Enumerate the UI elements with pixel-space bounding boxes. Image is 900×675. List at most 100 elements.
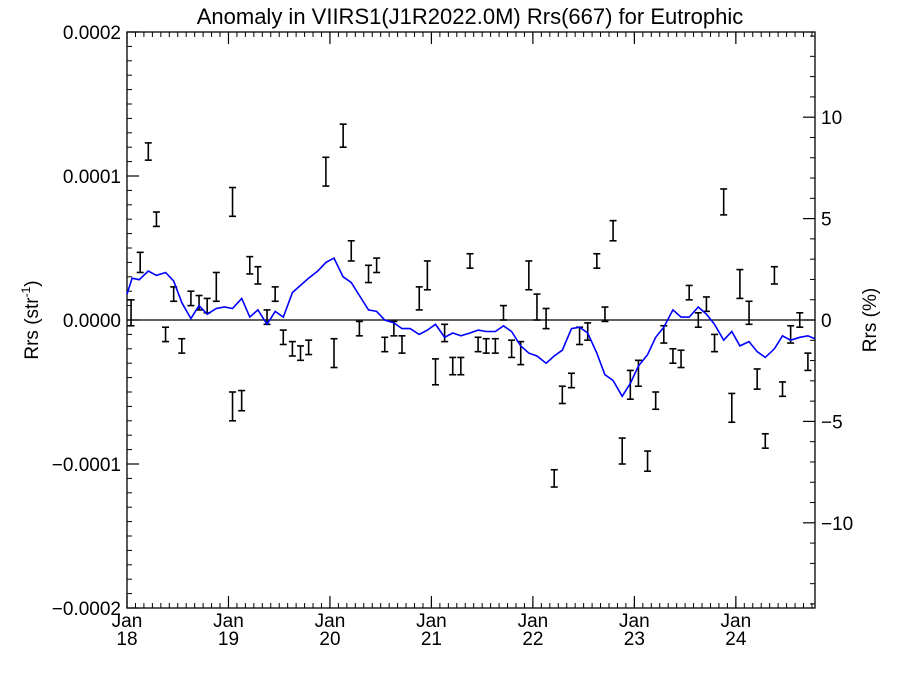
error-bar	[796, 311, 804, 329]
error-bar	[550, 468, 558, 488]
error-bar	[449, 356, 457, 376]
x-tick-year-label: 18	[116, 629, 137, 650]
error-bar	[499, 304, 507, 321]
error-bar	[431, 358, 439, 386]
right-tick-label: −10	[821, 514, 853, 535]
error-bar	[804, 352, 812, 372]
error-bar	[618, 437, 626, 465]
error-bar	[279, 329, 287, 346]
x-tick-month-label: Jan	[416, 611, 447, 632]
error-bar	[685, 284, 693, 301]
error-bar	[297, 345, 305, 362]
error-bar	[457, 356, 465, 376]
error-bar	[178, 337, 186, 354]
right-tick-label: −5	[821, 412, 843, 433]
error-bar	[508, 339, 516, 359]
error-bar	[728, 392, 736, 424]
x-tick-month-label: Jan	[518, 611, 549, 632]
chart-title: Anomaly in VIIRS1(J1R2022.0M) Rrs(667) f…	[197, 4, 744, 29]
left-axis-tick-labels: 0.0002 0.0001 0.0000 −0.0001 −0.0002	[52, 23, 121, 620]
error-bar	[254, 265, 262, 285]
x-tick-year-label: 20	[319, 629, 340, 650]
error-bar	[152, 211, 160, 228]
error-bar	[305, 339, 313, 356]
x-tick-month-label: Jan	[315, 611, 346, 632]
error-bar	[187, 290, 195, 307]
error-bar	[702, 296, 710, 313]
x-tick-month-label: Jan	[721, 611, 752, 632]
error-bar-series	[127, 123, 812, 488]
error-bar	[669, 347, 677, 365]
error-bar	[474, 336, 482, 353]
x-tick-year-label: 19	[218, 629, 239, 650]
error-bar	[770, 265, 778, 285]
right-tick-label: 10	[821, 108, 842, 129]
error-bar	[694, 311, 702, 329]
error-bar	[381, 336, 389, 353]
tick-marks	[126, 31, 815, 609]
error-bar	[609, 219, 617, 242]
error-bar	[263, 309, 271, 326]
x-tick-year-label: 23	[624, 629, 645, 650]
error-bar	[127, 299, 135, 327]
x-tick-year-label: 24	[725, 629, 747, 650]
error-bar	[322, 156, 330, 187]
left-tick-label: 0.0002	[63, 23, 121, 44]
error-bar	[162, 326, 170, 343]
error-bar	[423, 260, 431, 291]
x-tick-year-label: 22	[522, 629, 543, 650]
error-bar	[593, 252, 601, 269]
error-bar	[415, 286, 423, 311]
error-bar	[482, 337, 490, 354]
error-bar	[601, 306, 609, 323]
right-tick-label: 0	[821, 311, 832, 332]
error-bar	[229, 391, 237, 422]
left-tick-label: 0.0001	[63, 167, 121, 188]
x-tick-month-label: Jan	[619, 611, 650, 632]
error-bar	[491, 337, 499, 354]
error-bar	[330, 337, 338, 369]
error-bar	[779, 381, 787, 398]
right-axis-tick-labels: 10 5 0 −5 −10	[821, 108, 853, 535]
error-bar	[634, 359, 642, 388]
right-tick-label: 5	[821, 210, 832, 231]
x-tick-month-label: Jan	[213, 611, 244, 632]
left-axis-label: Rrs (str-1)	[19, 280, 43, 359]
trend-line	[126, 257, 816, 398]
error-bar	[212, 271, 220, 303]
error-bar	[567, 372, 575, 389]
error-bar	[652, 391, 660, 411]
error-bar	[736, 268, 744, 300]
error-bar	[339, 123, 347, 148]
error-bar	[745, 300, 753, 326]
error-bar	[558, 385, 566, 405]
error-bar	[271, 286, 279, 303]
error-bar	[144, 142, 152, 161]
error-bar	[355, 320, 363, 337]
error-bar	[533, 293, 541, 321]
left-tick-label: −0.0001	[52, 455, 121, 476]
error-bar	[711, 333, 719, 353]
error-bar	[398, 335, 406, 354]
x-tick-month-label: Jan	[112, 611, 143, 632]
error-bar	[441, 323, 449, 343]
left-tick-label: −0.0002	[52, 599, 121, 620]
left-tick-label: 0.0000	[63, 311, 121, 332]
error-bar	[720, 188, 728, 216]
error-bar	[238, 389, 246, 412]
error-bar	[373, 257, 381, 274]
error-bar	[229, 186, 237, 218]
error-bar	[753, 368, 761, 390]
x-tick-year-label: 21	[421, 629, 442, 650]
error-bar	[246, 255, 254, 275]
error-bar	[466, 252, 474, 269]
error-bar	[761, 432, 769, 449]
error-bar	[525, 260, 533, 291]
error-bar	[347, 240, 355, 262]
error-bar	[365, 264, 373, 284]
error-bar	[288, 340, 296, 357]
right-axis-label: Rrs (%)	[860, 288, 881, 352]
error-bar	[584, 322, 592, 341]
error-bar	[542, 307, 550, 330]
